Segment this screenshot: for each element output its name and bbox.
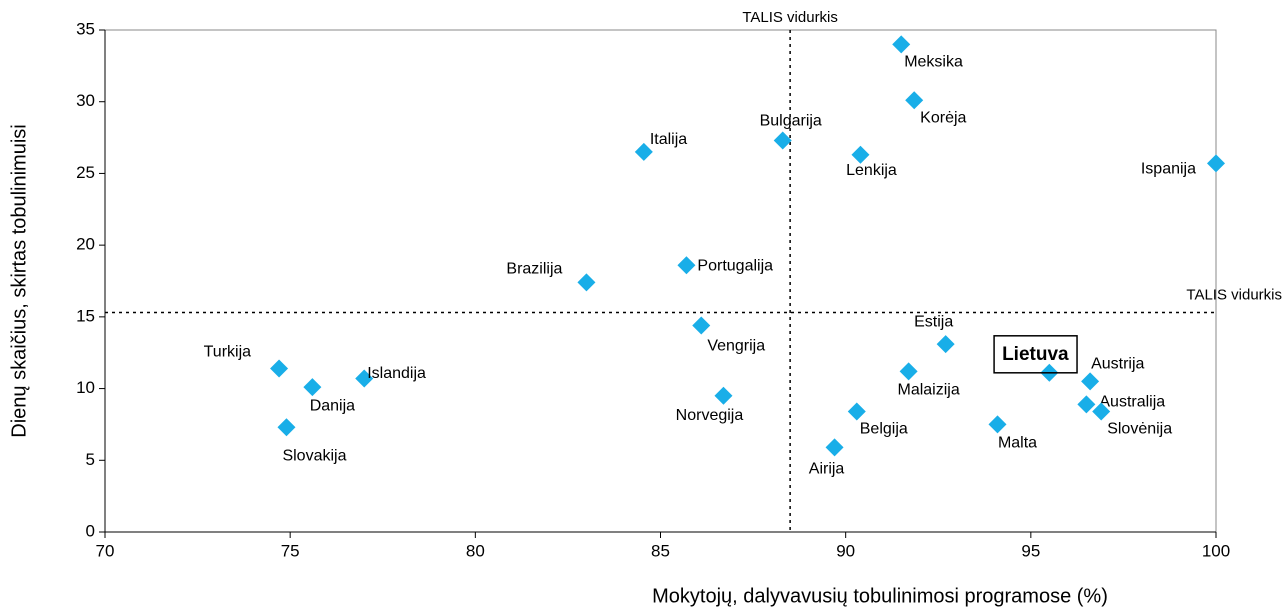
plot-frame [104,29,1217,533]
y-tick-label: 35 [76,19,95,38]
y-tick-label: 20 [76,235,95,254]
point [936,335,955,354]
point-label: Australija [1099,394,1165,411]
point-label: Norvegija [676,407,744,424]
highlight-box [993,335,1078,374]
point-label: Korėja [920,109,966,126]
point [677,256,696,275]
reference-label: TALIS vidurkis [742,9,838,26]
point [692,316,711,335]
x-tick-label: 100 [1202,541,1230,560]
x-tick-label: 80 [466,541,485,560]
point-label: Lenkija [846,162,897,179]
point [851,145,870,164]
point [634,142,653,161]
point-label: Bulgarija [760,113,822,130]
point [773,131,792,150]
point [270,359,289,378]
point-label: Malta [998,435,1037,452]
point [303,378,322,397]
y-tick-label: 5 [86,450,95,469]
point [899,362,918,381]
point-label: Austrija [1091,356,1144,373]
point-label: Italija [650,131,687,148]
point-label: Lietuva [1002,344,1069,365]
point-label: Slovakija [282,448,346,465]
point-label: Islandija [367,365,426,382]
point-label: Portugalija [697,257,773,274]
x-tick-label: 90 [836,541,855,560]
point-label: Belgija [860,421,908,438]
point [1077,395,1096,414]
point-label: Slovėnija [1107,421,1172,438]
point [1207,154,1225,173]
point [714,386,733,405]
x-tick-label: 70 [96,541,115,560]
point-label: Brazilija [506,261,562,278]
y-tick-label: 30 [76,91,95,110]
point [892,35,911,54]
point [905,91,924,110]
point [825,438,844,457]
point [1092,402,1111,421]
point-label: Vengrija [707,338,765,355]
x-tick-label: 75 [281,541,300,560]
y-tick-label: 10 [76,378,95,397]
point-label: Estija [914,313,953,330]
point-label: Ispanija [1141,161,1196,178]
reference-label: TALIS vidurkis [1186,287,1282,304]
y-tick-label: 15 [76,306,95,325]
point-label: Malaizija [897,382,959,399]
point [277,418,296,437]
point-label: Turkija [204,344,252,361]
point-label: Meksika [904,54,963,71]
x-axis-title: Mokytojų, dalyvavusių tobulinimosi progr… [652,585,1108,607]
y-axis-title: Dienų skaičius, skirtas tobulinimuisi [8,124,30,437]
point-label: Airija [809,461,845,478]
x-tick-label: 85 [651,541,670,560]
point-label: Danija [310,397,355,414]
point [988,415,1007,434]
y-tick-label: 25 [76,163,95,182]
point [577,273,596,292]
x-tick-label: 95 [1021,541,1040,560]
y-tick-label: 0 [86,521,95,540]
point [355,369,374,388]
point [847,402,866,421]
point [1081,372,1100,391]
